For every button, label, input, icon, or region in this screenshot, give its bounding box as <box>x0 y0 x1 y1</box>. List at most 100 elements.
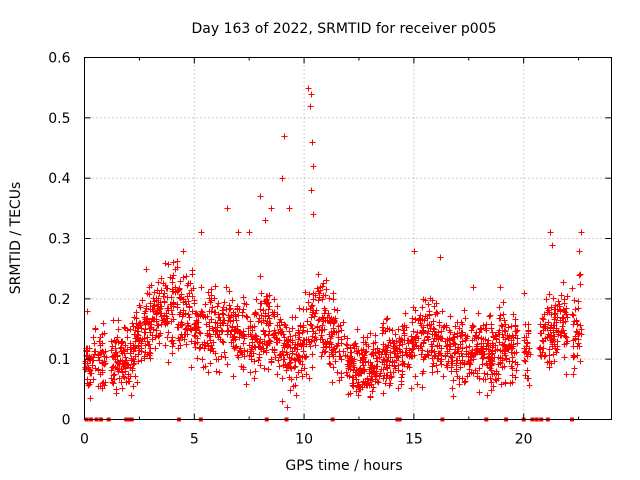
axis-ticks <box>84 57 612 420</box>
data-point <box>198 229 205 236</box>
data-point <box>174 301 181 308</box>
data-point <box>360 378 367 385</box>
y-tick-label: 0.2 <box>48 292 70 308</box>
data-point <box>490 383 497 390</box>
data-point <box>249 324 256 331</box>
data-point <box>492 347 499 354</box>
data-point <box>127 326 134 333</box>
data-point <box>555 298 562 305</box>
data-point <box>109 364 116 371</box>
data-point <box>524 340 531 347</box>
data-point <box>569 311 576 318</box>
data-point <box>307 103 314 110</box>
data-point <box>462 337 469 344</box>
data-point <box>241 335 248 342</box>
data-point <box>379 324 386 331</box>
data-point <box>575 305 582 312</box>
data-point <box>395 367 402 374</box>
data-point <box>422 313 429 320</box>
data-point <box>311 337 318 344</box>
data-point <box>334 307 341 314</box>
data-point <box>300 306 307 313</box>
data-point <box>255 318 262 325</box>
data-point <box>552 302 559 309</box>
data-point <box>303 336 310 343</box>
data-point <box>309 139 316 146</box>
data-point <box>193 317 200 324</box>
data-point <box>223 284 230 291</box>
data-point <box>262 217 269 224</box>
data-point <box>110 363 117 370</box>
data-point <box>160 293 167 300</box>
data-point <box>177 309 184 316</box>
data-point <box>205 289 212 296</box>
data-point <box>142 318 149 325</box>
data-point <box>434 355 441 362</box>
data-point <box>276 319 283 326</box>
data-point <box>459 345 466 352</box>
data-point <box>563 340 570 347</box>
data-point <box>330 290 337 297</box>
data-point <box>456 381 463 388</box>
data-point <box>381 357 388 364</box>
data-point <box>547 327 554 334</box>
data-point <box>146 284 153 291</box>
data-point <box>183 273 190 280</box>
data-point <box>218 353 225 360</box>
data-point <box>449 385 456 392</box>
data-point <box>432 311 439 318</box>
data-point <box>191 332 198 339</box>
data-point <box>289 350 296 357</box>
data-point <box>241 300 248 307</box>
y-tick-label: 0.3 <box>48 232 70 248</box>
data-point <box>548 304 555 311</box>
data-point <box>126 378 133 385</box>
data-point <box>384 364 391 371</box>
data-point <box>429 297 436 304</box>
data-point <box>569 285 576 292</box>
data-point <box>115 326 122 333</box>
data-point <box>170 303 177 310</box>
data-point <box>504 332 511 339</box>
data-point <box>424 322 431 329</box>
data-point <box>229 297 236 304</box>
data-point <box>246 342 253 349</box>
data-point <box>197 312 204 319</box>
data-point <box>562 309 569 316</box>
data-point <box>253 296 260 303</box>
data-point <box>312 330 319 337</box>
data-point <box>165 329 172 336</box>
data-point <box>409 346 416 353</box>
data-point <box>180 248 187 255</box>
data-point <box>437 350 444 357</box>
data-point <box>224 205 231 212</box>
data-point <box>561 354 568 361</box>
data-point <box>194 335 201 342</box>
data-point <box>390 340 397 347</box>
data-point <box>431 328 438 335</box>
data-point <box>279 175 286 182</box>
data-point <box>281 334 288 341</box>
data-point <box>122 342 129 349</box>
data-point <box>180 299 187 306</box>
data-point <box>138 357 145 364</box>
data-point <box>308 338 315 345</box>
data-point <box>127 350 134 357</box>
data-point <box>165 261 172 268</box>
x-axis-label: GPS time / hours <box>285 458 402 474</box>
data-point <box>419 304 426 311</box>
data-point <box>540 345 547 352</box>
data-point <box>456 325 463 332</box>
data-point <box>466 360 473 367</box>
tick-labels: 0 5 10 15 20 0 0.1 0.2 0.3 0.4 0.5 0.6 <box>48 51 532 448</box>
data-point <box>95 366 102 373</box>
data-point <box>372 332 379 339</box>
data-point <box>199 356 206 363</box>
data-point <box>526 345 533 352</box>
data-point <box>486 350 493 357</box>
data-point <box>141 329 148 336</box>
data-point <box>264 342 271 349</box>
data-point <box>393 354 400 361</box>
data-point <box>120 347 127 354</box>
data-point <box>243 381 250 388</box>
